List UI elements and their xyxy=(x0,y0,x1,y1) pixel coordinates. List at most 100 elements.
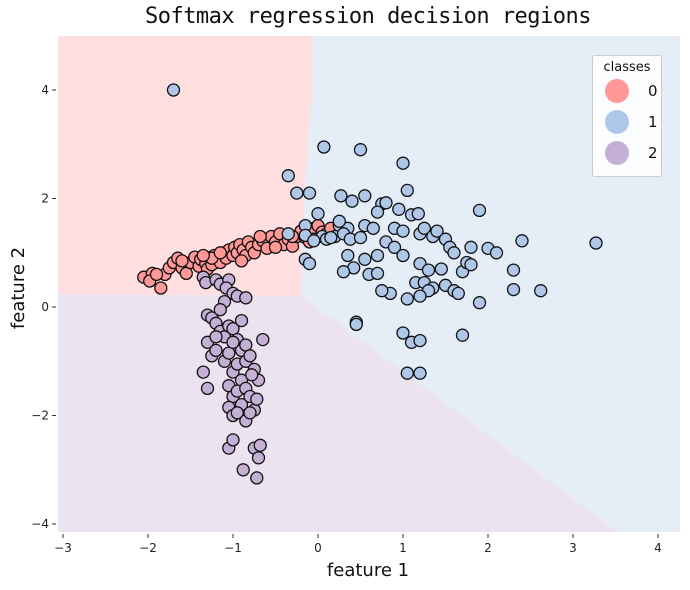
data-point-class-1 xyxy=(370,248,385,263)
x-axis-label: feature 1 xyxy=(327,560,409,581)
legend: classes 0 1 2 xyxy=(592,55,662,177)
data-point-class-1 xyxy=(353,143,368,157)
legend-marker-icon xyxy=(605,140,629,165)
data-point-class-1 xyxy=(396,156,410,170)
data-point-class-2 xyxy=(253,438,267,452)
legend-marker-icon xyxy=(605,78,629,103)
data-point-class-1 xyxy=(302,186,317,200)
data-point-class-1 xyxy=(358,189,372,203)
data-point-class-1 xyxy=(358,252,372,266)
data-point-class-0 xyxy=(234,254,249,268)
legend-title: classes xyxy=(603,60,651,75)
data-point-class-2 xyxy=(256,332,270,347)
data-point-class-1 xyxy=(417,221,431,235)
data-point-class-1 xyxy=(353,230,368,245)
chart-title: Softmax regression decision regions xyxy=(144,4,592,29)
decision-regions xyxy=(58,36,680,532)
data-point-class-2 xyxy=(251,451,266,465)
data-point-class-2 xyxy=(236,463,250,477)
data-point-class-1 xyxy=(396,248,410,263)
data-point-class-2 xyxy=(209,343,223,358)
data-point-class-0 xyxy=(213,246,227,260)
data-point-class-2 xyxy=(200,381,215,396)
data-point-class-1 xyxy=(307,234,321,248)
y-axis-ticks: −4 −2 0 2 4 xyxy=(31,83,56,531)
svg-text:0: 0 xyxy=(41,300,49,314)
legend-item-1: 1 xyxy=(593,106,661,137)
data-point-class-1 xyxy=(515,234,529,248)
data-point-class-1 xyxy=(400,292,414,306)
data-point-class-1 xyxy=(464,240,478,254)
data-point-class-2 xyxy=(209,330,223,344)
data-point-class-0 xyxy=(175,254,189,268)
data-point-class-1 xyxy=(451,286,465,301)
svg-text:−2: −2 xyxy=(31,409,49,423)
data-point-class-1 xyxy=(336,265,351,279)
data-point-class-1 xyxy=(506,282,521,297)
data-point-class-2 xyxy=(239,291,253,305)
data-point-class-0 xyxy=(149,267,164,282)
data-point-class-2 xyxy=(234,313,249,328)
data-point-class-2 xyxy=(226,335,240,349)
data-point-class-0 xyxy=(179,266,193,281)
data-point-class-1 xyxy=(345,194,359,208)
legend-label: 0 xyxy=(648,81,658,100)
data-point-class-0 xyxy=(196,248,210,263)
data-point-class-1 xyxy=(370,205,385,219)
data-point-class-0 xyxy=(268,240,283,254)
data-point-class-1 xyxy=(455,328,470,342)
data-point-class-1 xyxy=(311,207,325,221)
data-point-class-1 xyxy=(430,224,444,238)
legend-label: 2 xyxy=(648,143,658,162)
svg-text:2: 2 xyxy=(484,541,492,555)
data-point-class-2 xyxy=(230,406,244,420)
data-point-class-1 xyxy=(317,140,331,154)
data-point-class-1 xyxy=(396,224,410,238)
data-point-class-2 xyxy=(243,406,257,420)
data-point-class-0 xyxy=(154,281,168,295)
data-point-class-2 xyxy=(250,471,264,485)
data-point-class-1 xyxy=(281,227,295,241)
data-point-class-1 xyxy=(411,207,425,221)
data-point-class-1 xyxy=(489,246,504,260)
legend-label: 1 xyxy=(648,112,658,131)
data-point-class-0 xyxy=(253,229,267,244)
data-point-class-1 xyxy=(396,326,410,340)
data-point-class-1 xyxy=(534,284,548,298)
x-axis-ticks: −3 −2 −1 0 1 2 3 4 xyxy=(54,534,662,555)
data-point-class-1 xyxy=(370,266,385,281)
data-point-class-1 xyxy=(472,296,487,310)
data-point-class-2 xyxy=(226,433,240,447)
y-axis-label: feature 2 xyxy=(8,247,29,329)
legend-item-2: 2 xyxy=(593,137,661,168)
data-point-class-1 xyxy=(434,262,448,276)
data-point-class-1 xyxy=(472,203,487,218)
data-point-class-2 xyxy=(250,392,264,406)
svg-text:4: 4 xyxy=(41,83,49,97)
data-point-class-2 xyxy=(213,303,227,317)
data-point-class-1 xyxy=(366,221,380,235)
data-point-class-1 xyxy=(332,214,346,228)
data-point-class-1 xyxy=(290,186,304,200)
svg-text:−3: −3 xyxy=(54,541,72,555)
data-point-class-1 xyxy=(334,189,348,203)
svg-text:3: 3 xyxy=(569,541,577,555)
data-point-class-2 xyxy=(196,365,210,379)
svg-text:0: 0 xyxy=(314,541,322,555)
data-points xyxy=(137,83,603,485)
svg-text:−2: −2 xyxy=(139,541,157,555)
data-point-class-1 xyxy=(392,202,406,216)
data-point-class-1 xyxy=(281,169,295,183)
data-point-class-1 xyxy=(464,258,478,272)
data-point-class-1 xyxy=(589,236,603,250)
data-point-class-1 xyxy=(387,240,402,254)
data-point-class-2 xyxy=(245,368,259,382)
svg-text:−4: −4 xyxy=(31,517,49,531)
data-point-class-1 xyxy=(413,333,427,348)
data-point-class-1 xyxy=(349,317,363,332)
svg-text:−1: −1 xyxy=(224,541,242,555)
legend-item-0: 0 xyxy=(593,75,661,106)
data-point-class-1 xyxy=(166,83,181,97)
legend-marker-icon xyxy=(605,109,629,134)
